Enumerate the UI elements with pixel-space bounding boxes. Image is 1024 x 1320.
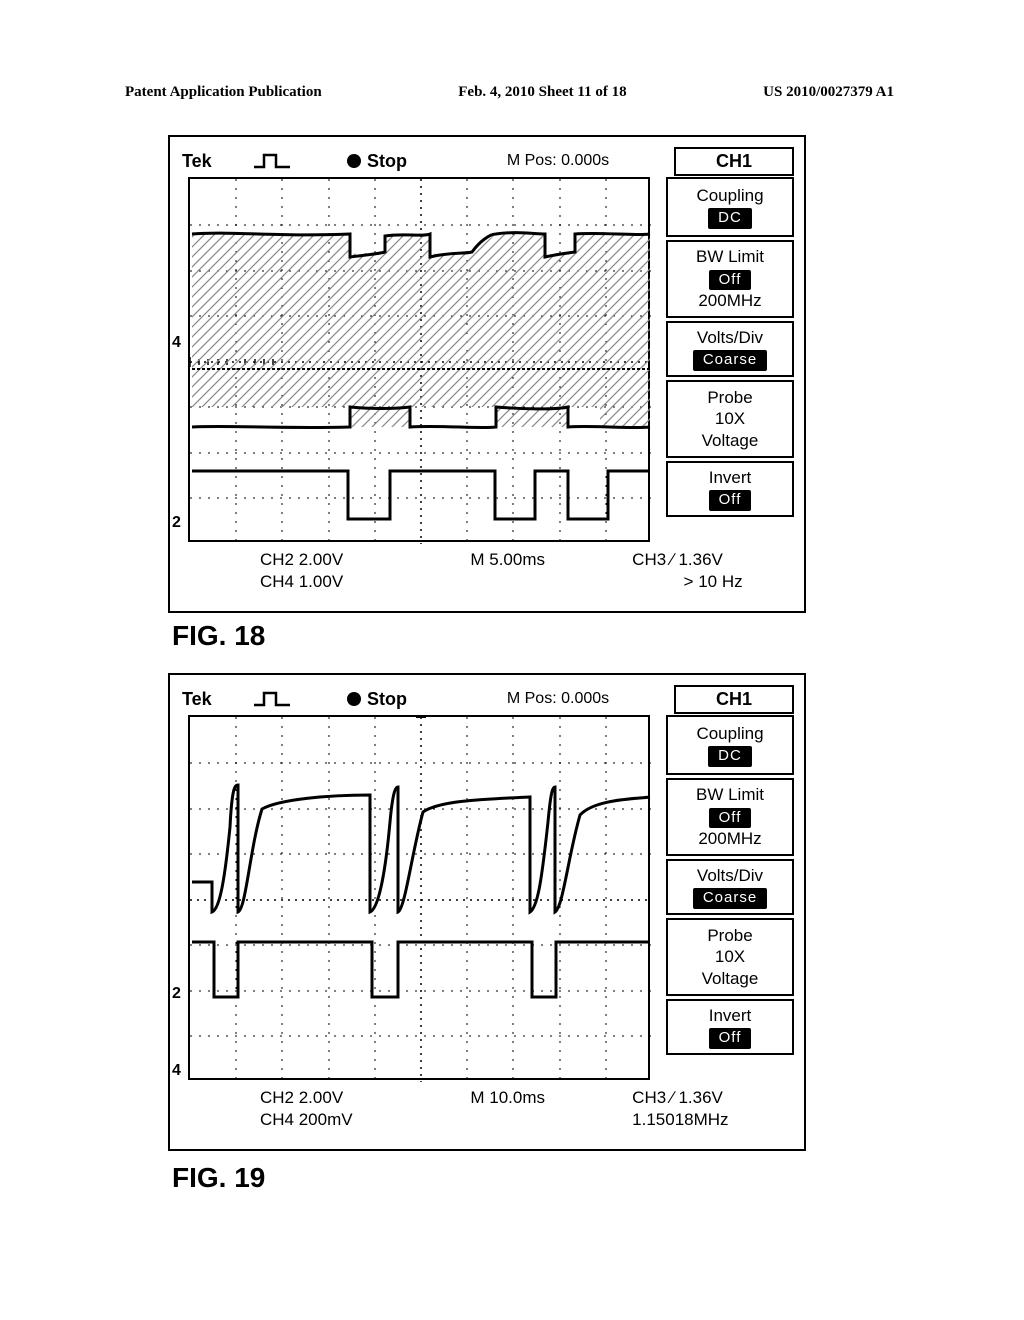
timebase-readout: M 5.00ms bbox=[470, 549, 632, 593]
fig18-caption: FIG. 18 bbox=[172, 620, 265, 652]
figure-19: Tek Stop M Pos: 0.000s CH1 2 4 bbox=[168, 673, 806, 1151]
probe-label: Probe bbox=[674, 387, 786, 408]
ch4-readout: CH4 1.00V bbox=[260, 571, 470, 593]
probe-type: Voltage bbox=[674, 430, 786, 451]
scope-footer-19: CH2 2.00V CH4 200mV M 10.0ms CH3 ∕ 1.36V… bbox=[260, 1087, 794, 1131]
header-center: Feb. 4, 2010 Sheet 11 of 18 bbox=[458, 84, 626, 101]
m-position: M Pos: 0.000s bbox=[442, 152, 674, 170]
voltsdiv-label: Volts/Div bbox=[674, 865, 786, 886]
channel-marker-2: 2 bbox=[172, 985, 181, 1003]
ch1-label: CH1 bbox=[674, 685, 794, 714]
header-left: Patent Application Publication bbox=[125, 84, 322, 101]
bwlimit-block: BW Limit Off 200MHz bbox=[666, 240, 794, 318]
invert-label: Invert bbox=[674, 1005, 786, 1026]
bwlimit-value: Off bbox=[709, 808, 752, 829]
probe-block: Probe 10X Voltage bbox=[666, 918, 794, 996]
waveform-svg-18 bbox=[190, 179, 652, 544]
coupling-value: DC bbox=[708, 746, 752, 767]
bwlimit-freq: 200MHz bbox=[674, 290, 786, 311]
page-header: Patent Application Publication Feb. 4, 2… bbox=[125, 84, 894, 101]
probe-block: Probe 10X Voltage bbox=[666, 380, 794, 458]
header-right: US 2010/0027379 A1 bbox=[763, 84, 894, 101]
voltsdiv-value: Coarse bbox=[693, 888, 767, 909]
coupling-label: Coupling bbox=[674, 723, 786, 744]
scope-footer-18: CH2 2.00V CH4 1.00V M 5.00ms CH3 ∕ 1.36V… bbox=[260, 549, 794, 593]
right-menu-19: Coupling DC BW Limit Off 200MHz Volts/Di… bbox=[666, 715, 794, 1058]
probe-label: Probe bbox=[674, 925, 786, 946]
right-menu-18: Coupling DC BW Limit Off 200MHz Volts/Di… bbox=[666, 177, 794, 520]
ch3-readout: CH3 ∕ 1.36V bbox=[632, 549, 794, 571]
ch4-readout: CH4 200mV bbox=[260, 1109, 470, 1131]
channel-marker-2: 2 bbox=[172, 514, 181, 532]
bwlimit-label: BW Limit bbox=[674, 246, 786, 267]
trigger-icon bbox=[232, 151, 312, 171]
trigger-icon bbox=[232, 689, 312, 709]
figure-18: Tek Stop M Pos: 0.000s CH1 4 2 bbox=[168, 135, 806, 613]
plot-area-18: 4 2 bbox=[188, 177, 650, 542]
invert-label: Invert bbox=[674, 467, 786, 488]
coupling-block: Coupling DC bbox=[666, 715, 794, 775]
stop-circle-icon bbox=[347, 154, 361, 168]
fig19-caption: FIG. 19 bbox=[172, 1162, 265, 1194]
ch2-readout: CH2 2.00V bbox=[260, 1087, 470, 1109]
bwlimit-block: BW Limit Off 200MHz bbox=[666, 778, 794, 856]
ch1-label: CH1 bbox=[674, 147, 794, 176]
voltsdiv-block: Volts/Div Coarse bbox=[666, 859, 794, 915]
ch3-readout: CH3 ∕ 1.36V bbox=[632, 1087, 794, 1109]
invert-block: Invert Off bbox=[666, 999, 794, 1055]
freq-readout: 1.15018MHz bbox=[632, 1109, 794, 1131]
ch2-readout: CH2 2.00V bbox=[260, 549, 470, 571]
invert-value: Off bbox=[709, 1028, 752, 1049]
stop-indicator: Stop bbox=[312, 151, 442, 172]
tek-logo: Tek bbox=[182, 689, 232, 710]
m-position: M Pos: 0.000s bbox=[442, 690, 674, 708]
freq-readout: > 10 Hz bbox=[632, 571, 794, 593]
voltsdiv-label: Volts/Div bbox=[674, 327, 786, 348]
timebase-readout: M 10.0ms bbox=[470, 1087, 632, 1131]
coupling-label: Coupling bbox=[674, 185, 786, 206]
invert-block: Invert Off bbox=[666, 461, 794, 517]
scope-header-18: Tek Stop M Pos: 0.000s CH1 bbox=[182, 145, 794, 177]
plot-area-19: 2 4 bbox=[188, 715, 650, 1080]
stop-circle-icon bbox=[347, 692, 361, 706]
probe-type: Voltage bbox=[674, 968, 786, 989]
tek-logo: Tek bbox=[182, 151, 232, 172]
coupling-value: DC bbox=[708, 208, 752, 229]
bwlimit-label: BW Limit bbox=[674, 784, 786, 805]
invert-value: Off bbox=[709, 490, 752, 511]
bwlimit-value: Off bbox=[709, 270, 752, 291]
bwlimit-freq: 200MHz bbox=[674, 828, 786, 849]
channel-marker-4: 4 bbox=[172, 334, 181, 352]
voltsdiv-value: Coarse bbox=[693, 350, 767, 371]
probe-mult: 10X bbox=[674, 946, 786, 967]
scope-header-19: Tek Stop M Pos: 0.000s CH1 bbox=[182, 683, 794, 715]
voltsdiv-block: Volts/Div Coarse bbox=[666, 321, 794, 377]
probe-mult: 10X bbox=[674, 408, 786, 429]
stop-indicator: Stop bbox=[312, 689, 442, 710]
coupling-block: Coupling DC bbox=[666, 177, 794, 237]
waveform-svg-19 bbox=[190, 717, 652, 1082]
channel-marker-4: 4 bbox=[172, 1062, 181, 1080]
